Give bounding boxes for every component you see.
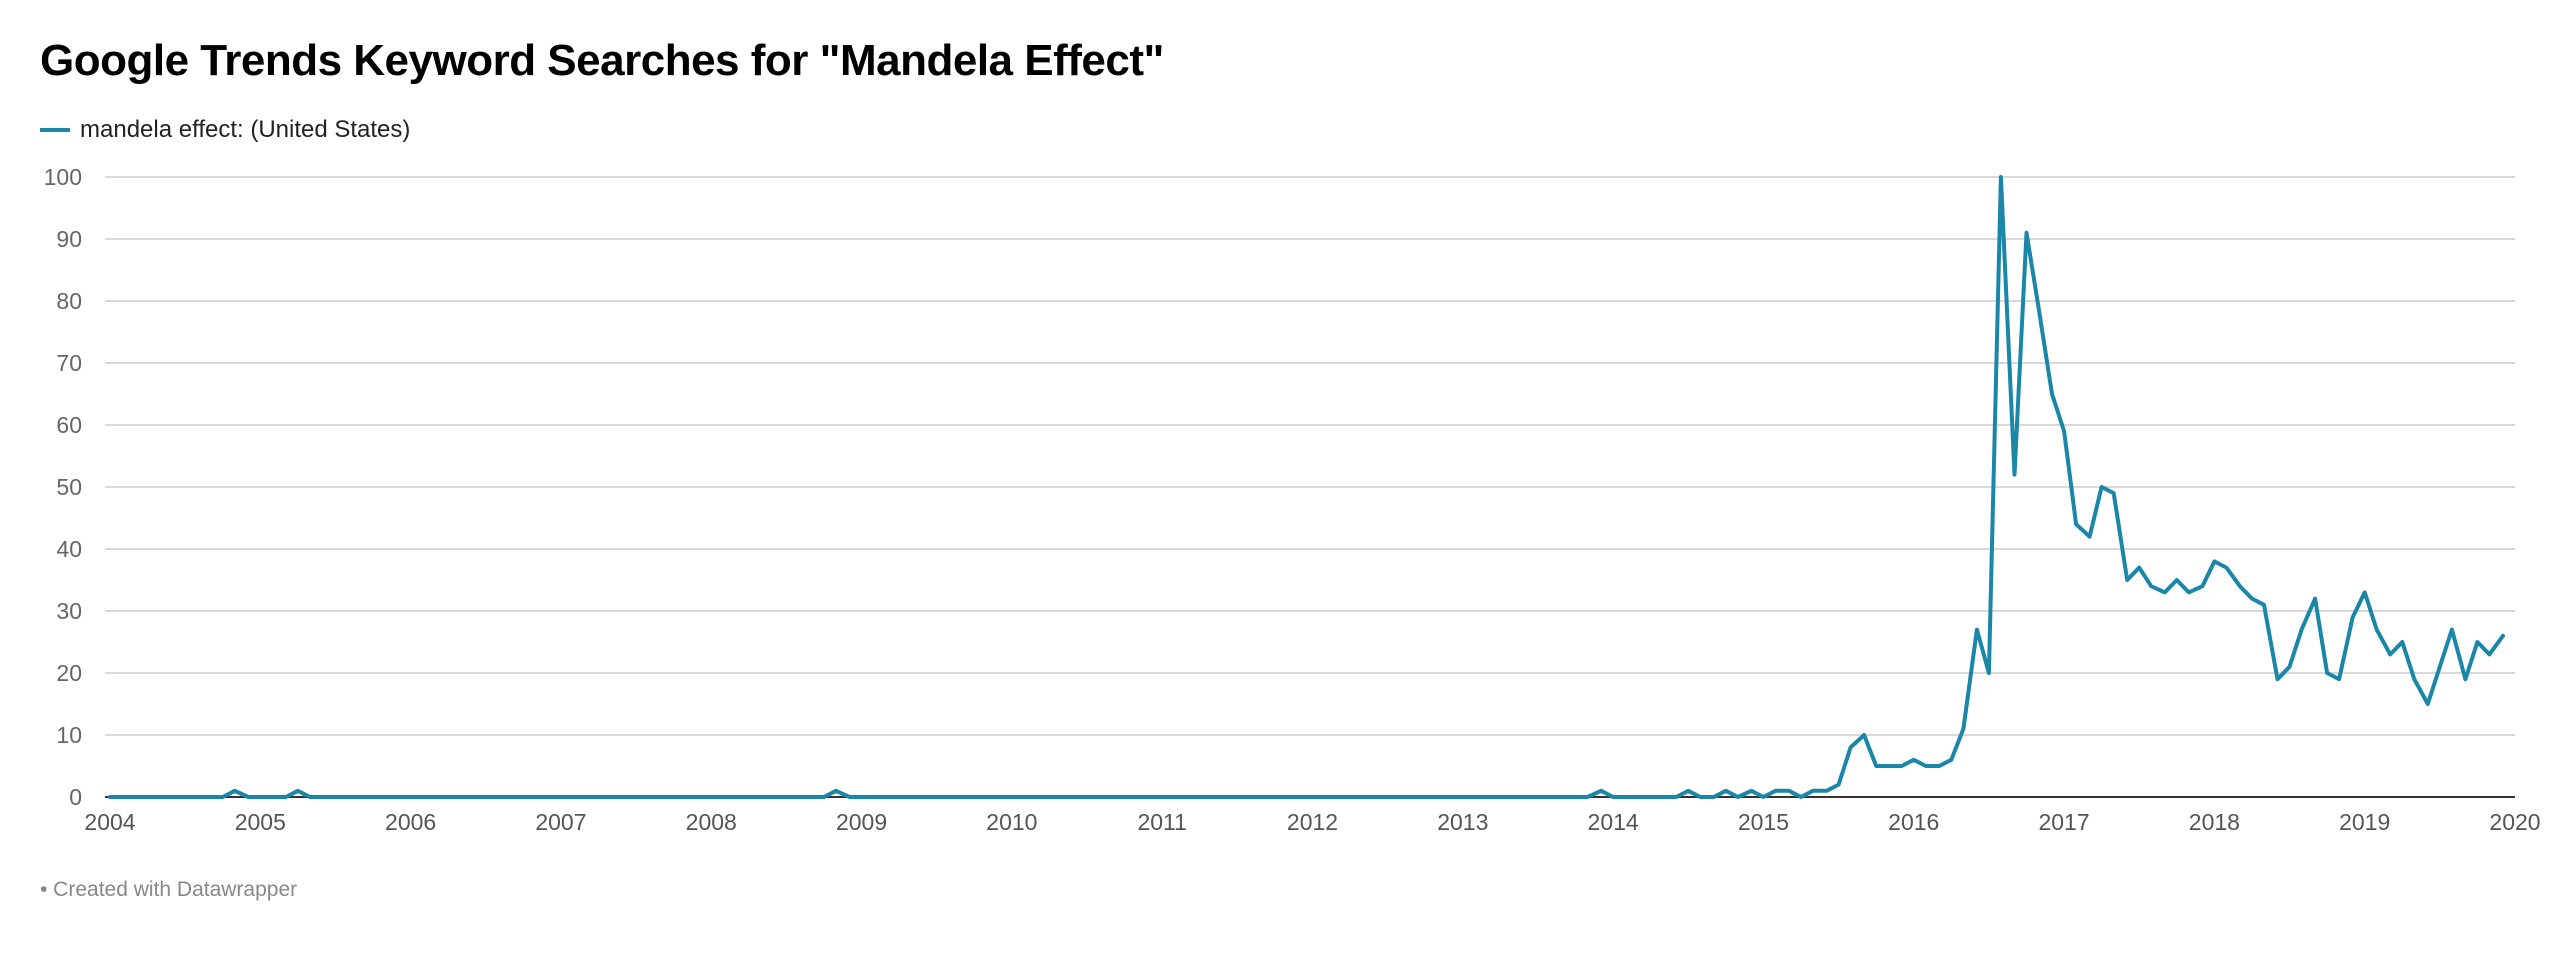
- y-tick-label-40: 40: [56, 536, 82, 562]
- x-tick-label-2013: 2013: [1437, 809, 1488, 835]
- y-tick-label-100: 100: [44, 164, 82, 190]
- x-tick-label-2015: 2015: [1738, 809, 1789, 835]
- x-tick-label-2014: 2014: [1588, 809, 1639, 835]
- x-tick-label-2010: 2010: [986, 809, 1037, 835]
- y-tick-label-30: 30: [56, 598, 82, 624]
- legend: mandela effect: (United States): [40, 116, 410, 144]
- x-tick-label-2011: 2011: [1137, 809, 1186, 835]
- x-tick-label-2006: 2006: [385, 809, 436, 835]
- y-tick-label-50: 50: [56, 474, 82, 500]
- y-tick-label-20: 20: [56, 660, 82, 686]
- chart-title: Google Trends Keyword Searches for "Mand…: [40, 36, 1164, 85]
- y-tick-label-90: 90: [56, 226, 82, 252]
- y-tick-label-0: 0: [69, 784, 82, 810]
- gridlines: [105, 176, 2515, 798]
- y-tick-label-60: 60: [56, 412, 82, 438]
- x-tick-label-2020: 2020: [2489, 809, 2540, 835]
- y-tick-label-80: 80: [56, 288, 82, 314]
- x-tick-label-2004: 2004: [84, 809, 135, 835]
- x-tick-label-2012: 2012: [1287, 809, 1338, 835]
- footer-credit: • Created with Datawrapper: [40, 878, 298, 901]
- x-tick-label-2019: 2019: [2339, 809, 2390, 835]
- x-tick-label-2017: 2017: [2038, 809, 2089, 835]
- x-axis-ticks: 2004 2005 2006 2007 2008 2009 2010 2011 2012 2013…: [84, 809, 2540, 835]
- y-tick-label-10: 10: [56, 722, 82, 748]
- y-tick-label-70: 70: [56, 350, 82, 376]
- series-line-0: [108, 175, 2505, 799]
- x-tick-label-2007: 2007: [535, 809, 586, 835]
- y-axis-ticks: 0 10 20 30 40 50 60 70 80 90 100: [44, 164, 82, 810]
- series-layer: [108, 175, 2505, 799]
- legend-swatch: [40, 128, 70, 132]
- x-tick-label-2009: 2009: [836, 809, 887, 835]
- x-tick-label-2005: 2005: [235, 809, 286, 835]
- x-tick-label-2008: 2008: [686, 809, 737, 835]
- x-tick-label-2016: 2016: [1888, 809, 1939, 835]
- legend-label: mandela effect: (United States): [80, 116, 411, 143]
- x-tick-label-2018: 2018: [2189, 809, 2240, 835]
